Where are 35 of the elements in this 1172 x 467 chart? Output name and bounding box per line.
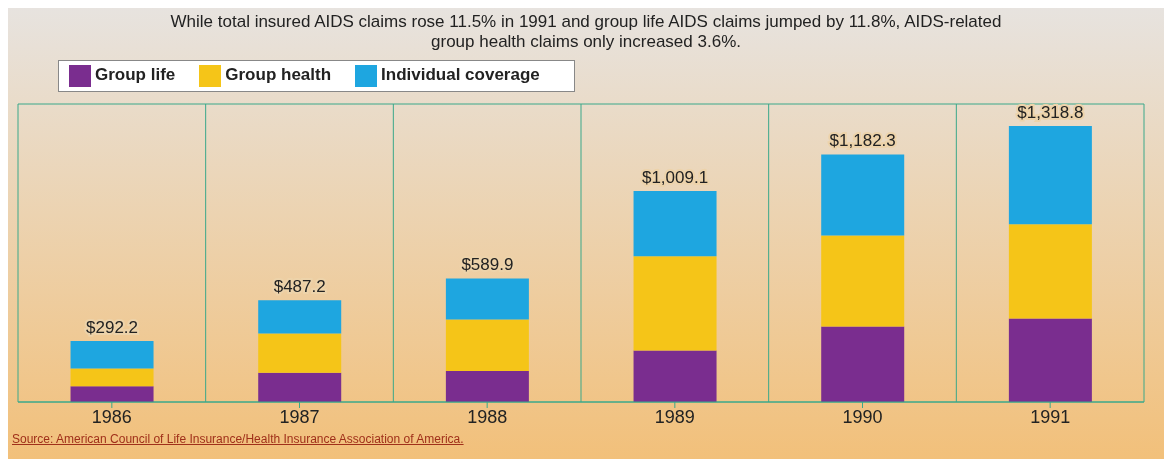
bar	[1008, 224, 1092, 319]
bar	[445, 278, 529, 320]
bar	[70, 386, 154, 402]
bar	[633, 256, 717, 351]
bar	[445, 319, 529, 372]
bar	[1008, 126, 1092, 225]
bar	[821, 154, 905, 236]
annotation: $487.2	[273, 277, 326, 297]
legend-label: Group life	[95, 65, 176, 85]
annotation: $292.2	[86, 318, 139, 338]
bar	[633, 190, 717, 257]
legend-label: Individual coverage	[381, 65, 540, 85]
bar	[821, 235, 905, 327]
chart-title: While total insured AIDS claims rose 11.5% in 1991 and group life AIDS claims jumped by 11.8%, AIDS-related group health claims only increased 3.6%.	[169, 11, 1003, 52]
bar	[70, 341, 154, 369]
bar	[445, 371, 529, 402]
annotation: $1,318.8	[1017, 103, 1084, 123]
source-note: Source: American Council of Life Insurance/Health Insurance Association of America.	[11, 432, 465, 446]
x-tick-label: 1991	[1030, 406, 1071, 427]
bar	[1008, 318, 1092, 402]
x-tick-label: 1987	[279, 406, 320, 427]
bar	[258, 372, 342, 402]
bar	[258, 333, 342, 373]
x-tick-label: 1986	[91, 406, 132, 427]
bar	[821, 326, 905, 402]
x-tick-label: 1990	[842, 406, 883, 427]
annotation: $589.9	[461, 255, 514, 275]
legend-label: Group health	[225, 65, 332, 85]
annotation: $1,009.1	[641, 167, 709, 187]
bar	[258, 300, 342, 334]
annotation: $1,182.3	[829, 131, 896, 151]
x-tick-label: 1989	[654, 406, 695, 427]
bar	[633, 350, 717, 402]
bar	[70, 368, 154, 387]
x-tick-label: 1988	[467, 406, 508, 427]
